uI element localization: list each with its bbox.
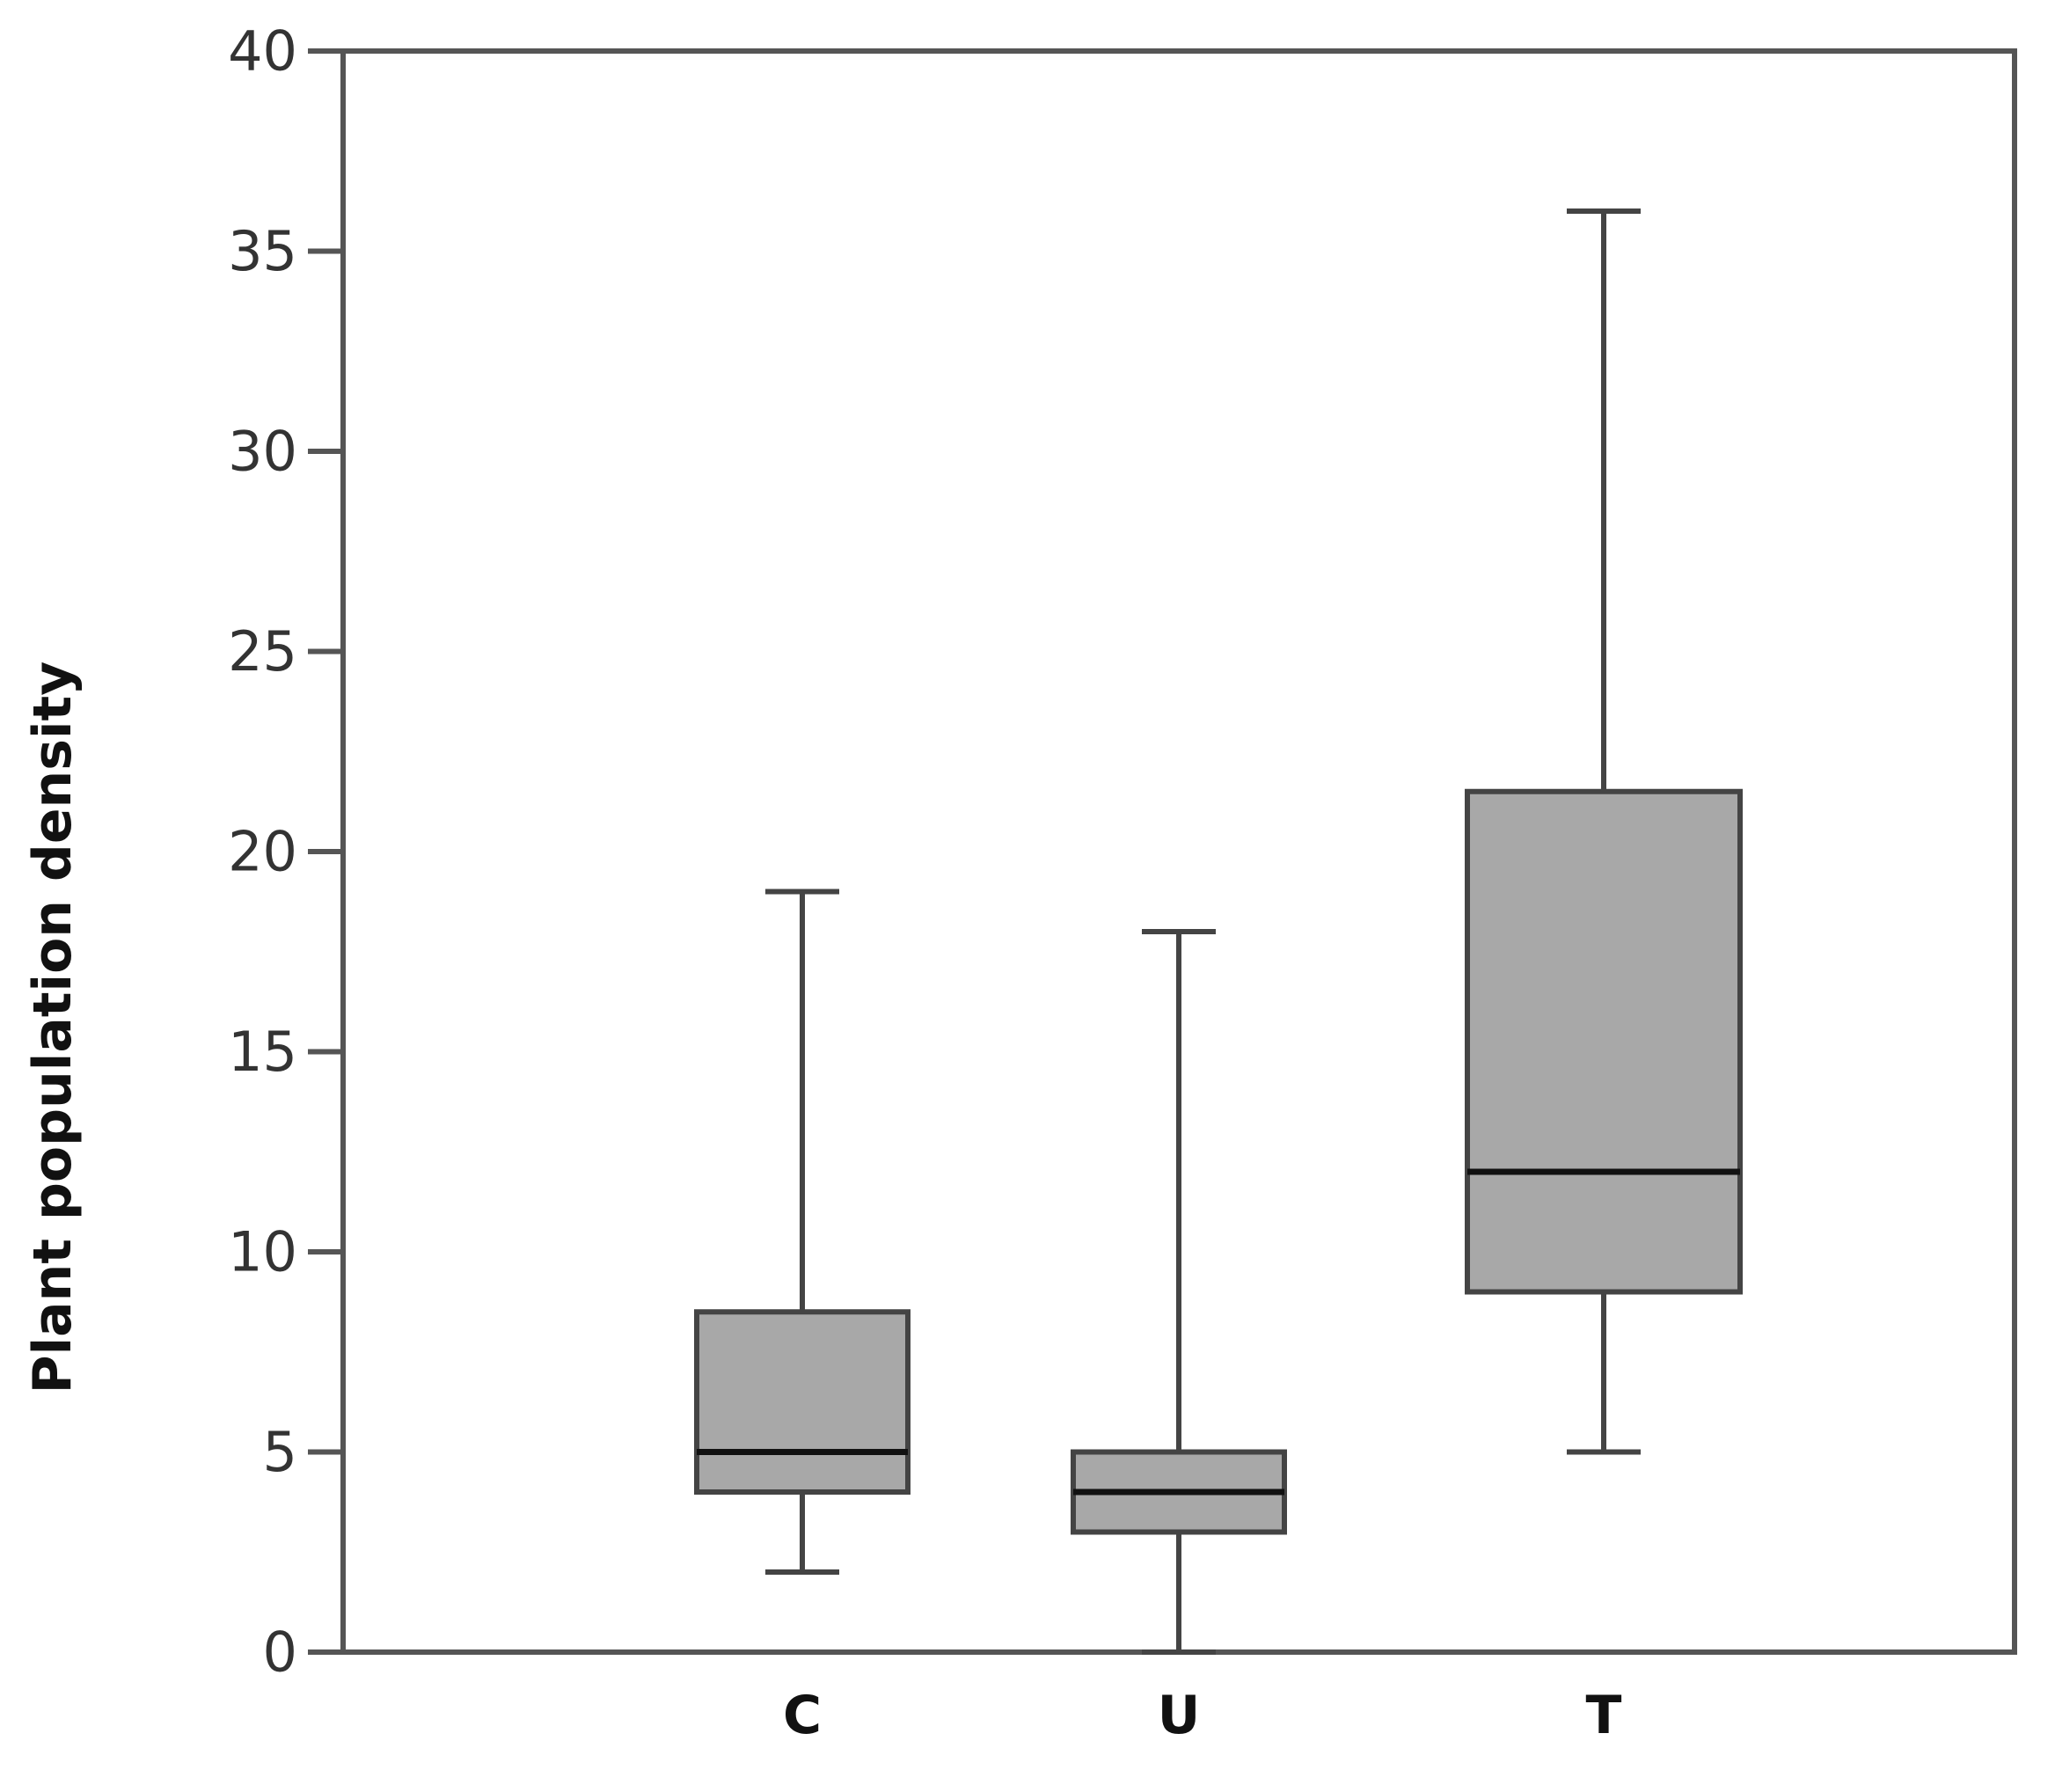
y-tick-label: 10	[228, 1220, 297, 1284]
iqr-box	[1465, 788, 1743, 1295]
x-category-label: U	[1158, 1685, 1201, 1746]
y-tick-label: 25	[228, 619, 297, 684]
y-tick-label: 20	[228, 820, 297, 884]
y-tick-label: 35	[228, 219, 297, 283]
y-axis-title: Plant population density	[22, 662, 84, 1394]
box-C	[694, 889, 910, 1575]
y-tick-label: 15	[228, 1020, 297, 1084]
box-T	[1465, 208, 1743, 1455]
iqr-box	[694, 1309, 910, 1495]
y-tick-label: 40	[228, 19, 297, 84]
y-tick-label: 0	[263, 1620, 297, 1685]
box-U	[1071, 929, 1287, 1655]
y-tick-label: 5	[263, 1420, 297, 1484]
y-tick-label: 30	[228, 420, 297, 484]
box-series	[694, 208, 1743, 1655]
x-category-label: T	[1586, 1685, 1622, 1746]
x-category-label: C	[783, 1685, 822, 1746]
y-axis: 0 5 10 15 20 25 30 35 40	[228, 19, 343, 1685]
